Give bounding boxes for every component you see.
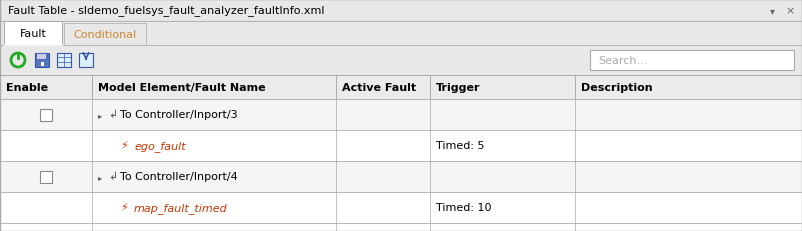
Text: Conditional: Conditional	[73, 30, 136, 40]
Bar	[0, 223, 802, 231]
Text: ego_fault: ego_fault	[134, 140, 185, 151]
Text: ▸: ▸	[98, 110, 102, 119]
Text: map_fault_timed: map_fault_timed	[134, 202, 228, 213]
Text: ▾: ▾	[770, 6, 775, 16]
Bar	[0, 161, 802, 192]
Text: Trigger: Trigger	[436, 83, 480, 93]
Bar	[40, 62, 44, 67]
Bar	[0, 131, 802, 161]
Bar	[4, 22, 62, 46]
Bar	[0, 46, 802, 76]
Text: ↲: ↲	[108, 172, 117, 182]
Text: Active Fault: Active Fault	[342, 83, 416, 93]
Text: Fault: Fault	[19, 29, 47, 39]
Text: To Controller/Inport/3: To Controller/Inport/3	[120, 110, 237, 120]
Bar	[0, 100, 802, 131]
Bar	[0, 192, 802, 223]
Text: ▸: ▸	[98, 172, 102, 181]
Text: Fault Table - sldemo_fuelsys_fault_analyzer_faultInfo.xml: Fault Table - sldemo_fuelsys_fault_analy…	[8, 6, 325, 16]
Bar	[0, 22, 802, 46]
Text: Description: Description	[581, 83, 653, 93]
Text: ×: ×	[785, 6, 795, 16]
Bar	[36, 54, 46, 60]
Text: Search...: Search...	[598, 56, 647, 66]
Text: ↲: ↲	[108, 110, 117, 120]
Bar	[0, 0, 802, 22]
Text: ⚡: ⚡	[120, 203, 128, 213]
Text: To Controller/Inport/4: To Controller/Inport/4	[120, 172, 237, 182]
Text: Timed: 5: Timed: 5	[436, 141, 484, 151]
Bar	[40, 171, 52, 183]
Bar	[57, 54, 71, 68]
Text: Model Element/Fault Name: Model Element/Fault Name	[98, 83, 265, 93]
Bar	[40, 109, 52, 121]
Bar	[79, 54, 93, 68]
Text: ⚡: ⚡	[120, 141, 128, 151]
Text: Timed: 10: Timed: 10	[436, 203, 492, 213]
Text: Enable: Enable	[6, 83, 48, 93]
Bar	[0, 76, 802, 100]
Bar	[35, 54, 49, 68]
Bar	[590, 51, 794, 71]
Bar	[64, 24, 146, 46]
